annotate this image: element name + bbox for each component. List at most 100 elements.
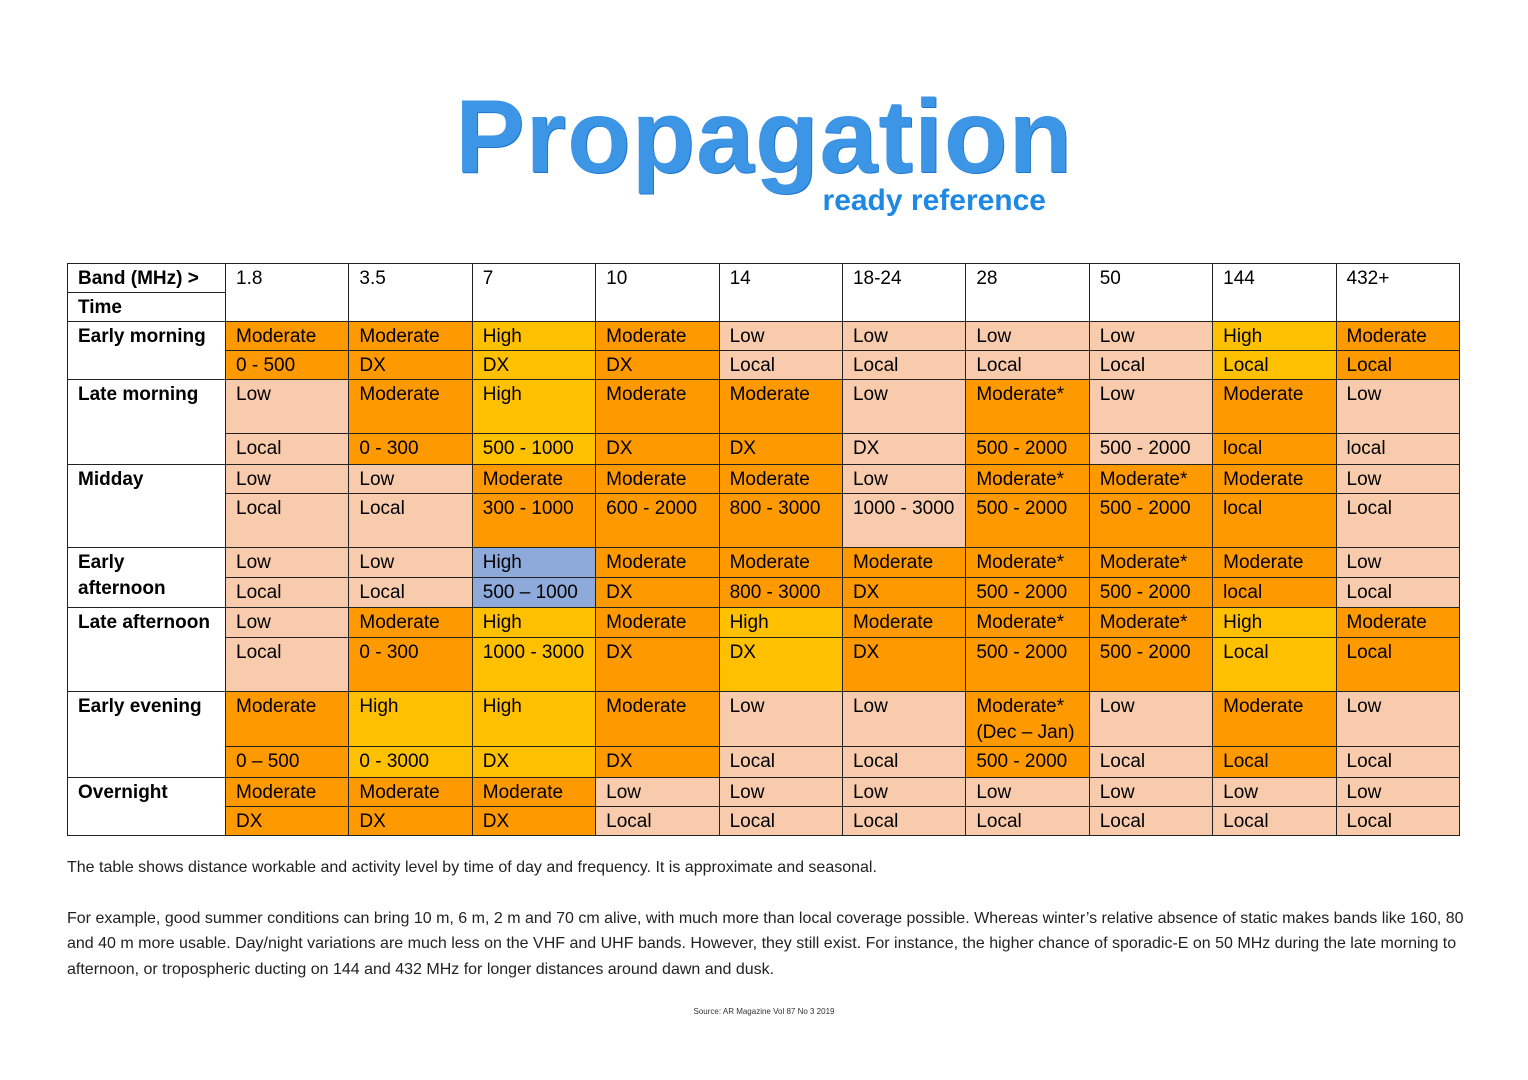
distance: Local — [718, 350, 843, 380]
distance: DX — [348, 350, 473, 380]
activity-level: Moderate* — [965, 464, 1090, 494]
table-body: Band (MHz) >1.8 3.5 7 10 14 18-24 28 50 144 432+ T… — [67, 263, 1461, 836]
activity-level: Moderate — [348, 607, 473, 638]
distance: 1000 - 3000 — [471, 637, 597, 692]
activity-level: Low — [841, 321, 967, 351]
activity-level: Moderate* — [965, 379, 1090, 434]
activity-level: Low — [224, 464, 350, 494]
activity-level: Moderate* — [1088, 607, 1214, 638]
distance: 500 - 2000 — [1088, 637, 1214, 692]
distance: Local — [1212, 806, 1337, 836]
distance: Local — [1088, 806, 1214, 836]
distance: DX — [471, 350, 597, 380]
distance: DX — [595, 577, 720, 608]
distance: DX — [471, 746, 597, 778]
activity-level: Moderate — [1212, 691, 1337, 747]
distance: 0 - 500 — [224, 350, 350, 380]
activity-level: Moderate — [841, 607, 967, 638]
distance: Local — [1335, 746, 1461, 778]
band: 28 — [965, 263, 1090, 322]
activity-level: Moderate* — [965, 607, 1090, 638]
distance: DX — [224, 806, 350, 836]
band: 3.5 — [348, 263, 473, 322]
distance: 0 - 300 — [348, 637, 473, 692]
distance: DX — [595, 746, 720, 778]
activity-level: Low — [841, 691, 967, 747]
activity-level: Moderate — [595, 379, 720, 434]
distance: 0 - 300 — [348, 433, 473, 465]
level-row: Midday Low Low Moderate Moderate Moderate Low M… — [67, 464, 1461, 548]
note-paragraph: The table shows distance workable and ac… — [67, 859, 877, 876]
header-row: Band (MHz) >1.8 3.5 7 10 14 18-24 28 50 144 432+ — [67, 263, 1461, 322]
activity-level: Low — [1088, 379, 1214, 434]
distance: 800 - 3000 — [718, 577, 843, 608]
distance-row: 0 - 500 DX DX DX Local Local Local Local Local Lo… — [68, 350, 1461, 380]
activity-level: Low — [348, 464, 473, 494]
distance: Local — [224, 577, 350, 608]
distance: Local — [841, 350, 967, 380]
distance: local — [1335, 433, 1461, 465]
activity-level: Moderate* (Dec – Jan) — [965, 691, 1090, 747]
activity-level: Moderate — [595, 547, 720, 578]
distance: Local — [1335, 350, 1461, 380]
distance: Local — [841, 806, 967, 836]
activity-level: Low — [718, 777, 843, 807]
activity-level: High — [718, 607, 843, 638]
distance: DX — [841, 433, 967, 465]
distance: 500 - 2000 — [1088, 577, 1214, 608]
level-row: Early evening Moderate High High Moderate Low… — [67, 691, 1461, 778]
activity-level: High — [471, 321, 597, 351]
distance: Local — [224, 637, 350, 692]
activity-level: Moderate — [224, 691, 350, 747]
activity-level: Low — [1088, 321, 1214, 351]
distance: Local — [1335, 493, 1461, 548]
activity-level: Low — [224, 607, 350, 638]
note-paragraph: For example, good summer conditions can … — [67, 909, 1464, 978]
activity-level: High — [1212, 321, 1337, 351]
distance: 500 - 2000 — [965, 577, 1090, 608]
activity-level: Moderate — [595, 321, 720, 351]
distance: 300 - 1000 — [471, 493, 597, 548]
activity-level: Moderate — [595, 464, 720, 494]
activity-level: Low — [1335, 777, 1461, 807]
activity-level: High — [471, 547, 597, 578]
activity-level: Moderate* — [1088, 547, 1214, 578]
distance-row: 0 – 500 0 - 3000 DX DX Local Local 500 - 2000 L… — [68, 746, 1461, 778]
band: 18-24 — [841, 263, 967, 322]
distance: 500 - 2000 — [1088, 433, 1214, 465]
distance: Local — [348, 577, 473, 608]
distance: 1000 - 3000 — [841, 493, 967, 548]
activity-level: Low — [1335, 464, 1461, 494]
activity-level: Low — [348, 547, 473, 578]
distance: DX — [348, 806, 473, 836]
band: 432+ — [1335, 263, 1461, 322]
distance: DX — [595, 637, 720, 692]
activity-level: Moderate — [471, 464, 597, 494]
band-label: Band (MHz) > — [67, 263, 226, 293]
time-of-day: Late afternoon — [67, 607, 226, 692]
band: 10 — [595, 263, 720, 322]
activity-level: Low — [1212, 777, 1337, 807]
distance: 500 - 2000 — [965, 493, 1090, 548]
distance: 0 - 3000 — [348, 746, 473, 778]
level-row: Overnight Moderate Moderate Moderate Low Low L… — [67, 777, 1461, 836]
activity-level: Moderate — [348, 379, 473, 434]
activity-level: Moderate — [224, 777, 350, 807]
distance: Local — [965, 806, 1090, 836]
distance-row: Local Local 500 – 1000 DX 800 - 3000 DX 500 - … — [68, 577, 1461, 608]
distance: 800 - 3000 — [718, 493, 843, 548]
distance: Local — [1088, 350, 1214, 380]
activity-level: Low — [224, 379, 350, 434]
distance: DX — [471, 806, 597, 836]
title: Propagation — [455, 79, 1073, 195]
distance: 500 - 2000 — [965, 433, 1090, 465]
distance: Local — [718, 746, 843, 778]
activity-level: Moderate* — [965, 547, 1090, 578]
activity-level: Low — [718, 691, 843, 747]
activity-level: High — [348, 691, 473, 747]
activity-level: Low — [1088, 691, 1214, 747]
band: 1.8 — [224, 263, 350, 322]
activity-level: High — [471, 379, 597, 434]
activity-level: Moderate — [471, 777, 597, 807]
band: 7 — [471, 263, 597, 322]
